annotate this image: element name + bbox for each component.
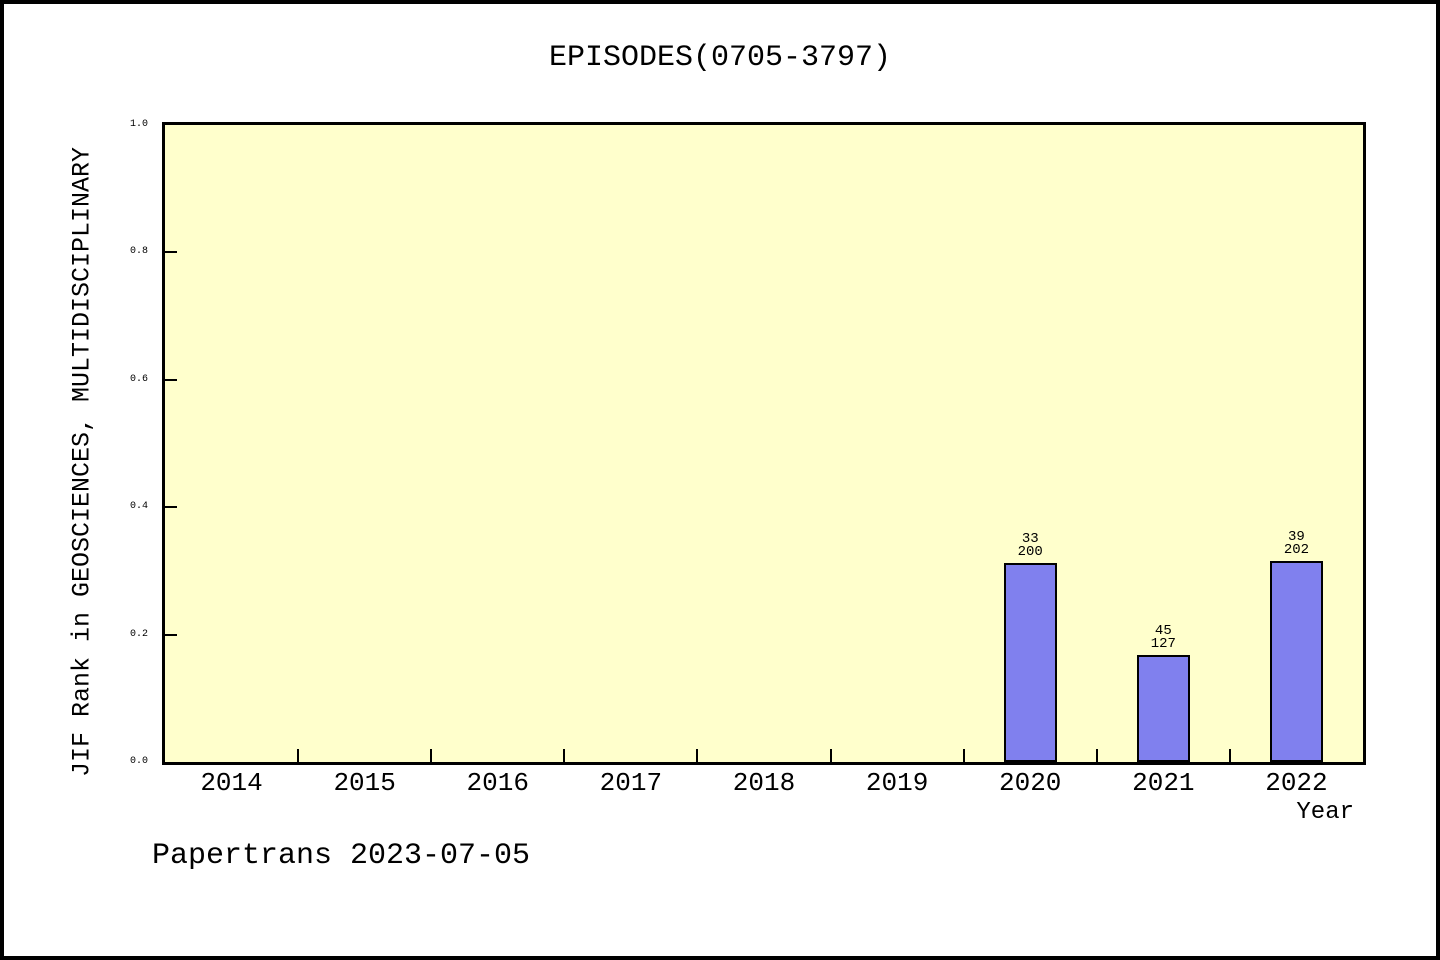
x-tick-mark [1228, 749, 1231, 762]
bar-annotation-line: 39 [1288, 528, 1305, 545]
bar-annotation-line: 127 [1150, 635, 1176, 652]
bar-annotation-line: 33 [1021, 530, 1039, 547]
x-category-label-2019: 2019 [865, 768, 929, 798]
bar-annotation-line: 200 [1017, 543, 1043, 560]
bar-2022 [1269, 560, 1323, 762]
x-category-label-2014: 2014 [200, 768, 263, 798]
bar-annotation-2022: 39 202 [1236, 528, 1356, 558]
bar-annotation-2021: 45 127 [1103, 622, 1223, 652]
y-axis-label: JIF Rank in GEOSCIENCES, MULTIDISCIPLINA… [67, 146, 97, 778]
y-tick-mark [165, 378, 177, 381]
x-category-label-2017: 2017 [599, 768, 663, 798]
bar-annotation-line: 45 [1154, 622, 1172, 639]
x-tick-mark [962, 749, 965, 762]
x-category-label-2021: 2021 [1132, 768, 1195, 798]
x-tick-mark [297, 749, 300, 762]
x-category-label-2015: 2015 [333, 768, 396, 798]
plot-area: 33 200 45 127 39 202 [162, 122, 1366, 765]
x-tick-mark [430, 749, 433, 762]
y-tick-label: 0.0 [129, 756, 148, 767]
y-tick-label: 1.0 [129, 119, 148, 130]
y-tick-label: 0.6 [129, 373, 148, 385]
y-tick-label: 0.2 [129, 628, 148, 640]
y-tick-mark [165, 251, 177, 254]
y-tick-mark [165, 633, 177, 636]
x-axis-label: Year [1296, 799, 1354, 826]
bar-annotation-2020: 33 200 [970, 530, 1090, 560]
x-category-label-2016: 2016 [466, 768, 529, 798]
x-tick-mark [696, 749, 699, 762]
chart-title: EPISODES(0705-3797) [548, 41, 892, 75]
x-tick-mark [1095, 749, 1098, 762]
x-tick-mark [829, 749, 832, 762]
watermark-text: Papertrans 2023-07-05 [152, 839, 531, 873]
x-category-label-2022: 2022 [1265, 768, 1328, 798]
bar-2021 [1136, 654, 1190, 762]
bar-annotation-line: 202 [1283, 541, 1310, 558]
x-category-label-2020: 2020 [999, 768, 1062, 798]
y-tick-label: 0.8 [129, 246, 148, 258]
x-tick-mark [563, 749, 566, 762]
bar-2020 [1003, 562, 1057, 762]
y-tick-label: 0.4 [129, 501, 148, 513]
y-tick-mark [165, 506, 177, 509]
x-category-label-2018: 2018 [732, 768, 796, 798]
